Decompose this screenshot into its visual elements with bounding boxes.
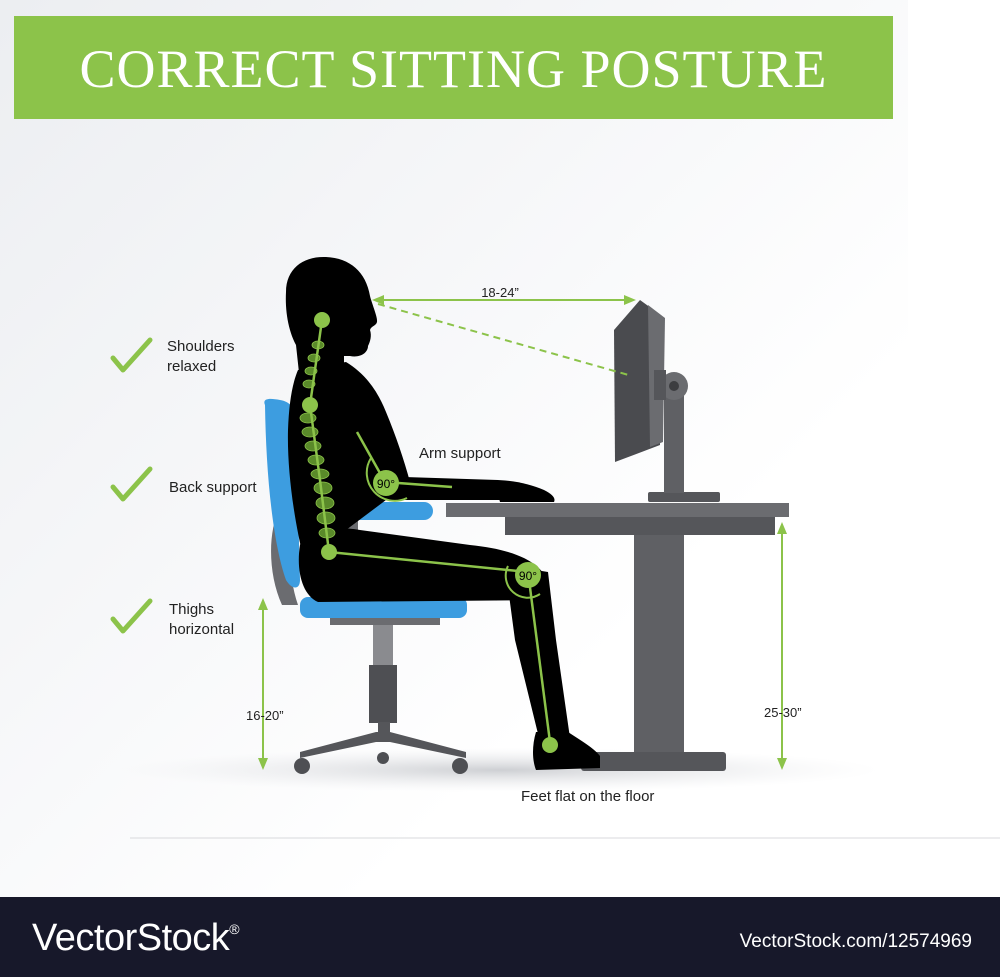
joint-markers <box>302 312 558 753</box>
checklist-item-thighs: Thighs horizontal <box>169 600 234 640</box>
monitor <box>614 300 720 502</box>
checklist-label: relaxed <box>167 358 217 375</box>
checkmarks <box>110 337 153 634</box>
eye-distance-guide <box>372 295 636 377</box>
knee-joint <box>515 562 541 588</box>
brand-name: VectorStock <box>32 917 230 959</box>
knee-angle-label: 90° <box>519 569 537 583</box>
elbow-angle-label: 90° <box>377 477 395 491</box>
registered-mark: ® <box>229 921 240 937</box>
checkmark-icon <box>110 598 153 634</box>
seat-height-label: 16-20” <box>246 708 284 723</box>
title-banner: CORRECT SITTING POSTURE <box>14 16 893 119</box>
ankle-joint <box>542 737 558 753</box>
footer-bar: VectorStock® VectorStock.com/12574969 <box>0 897 1000 977</box>
checklist-label: Thighs <box>169 601 215 618</box>
checklist-label: Back support <box>169 479 257 496</box>
hip-joint <box>321 544 337 560</box>
elbow-joint <box>373 470 399 496</box>
spine <box>299 340 336 539</box>
checkmark-icon <box>110 466 153 502</box>
neck-joint <box>314 312 330 328</box>
arm-support-label: Arm support <box>419 445 501 462</box>
page-title: CORRECT SITTING POSTURE <box>79 38 828 99</box>
checklist-item-shoulders: Shoulders relaxed <box>167 337 235 377</box>
person-silhouette <box>285 256 600 770</box>
seat-height-guide <box>258 598 268 770</box>
image-id: VectorStock.com/12574969 <box>739 931 972 952</box>
floor-shadow <box>120 748 880 792</box>
feet-label: Feet flat on the floor <box>521 788 655 805</box>
checklist-label: horizontal <box>169 621 235 638</box>
desk-height-guide <box>777 522 787 770</box>
upper-back-joint <box>302 397 318 413</box>
desk-height-label: 25-30” <box>764 705 802 720</box>
posture-illustration: 90° 90° 18-24” <box>110 256 1000 839</box>
checklist-label: Shoulders <box>167 338 235 355</box>
brand-logo: VectorStock® <box>32 917 240 960</box>
desk <box>446 503 789 771</box>
eye-distance-label: 18-24” <box>481 285 519 300</box>
checklist-item-back: Back support <box>169 478 257 498</box>
background <box>0 0 908 897</box>
checkmark-icon <box>110 337 153 373</box>
